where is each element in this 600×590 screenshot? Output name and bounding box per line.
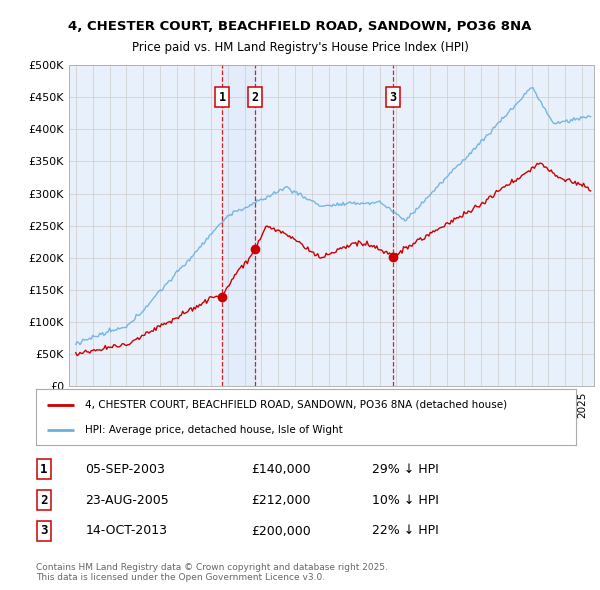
- Text: Contains HM Land Registry data © Crown copyright and database right 2025.
This d: Contains HM Land Registry data © Crown c…: [36, 563, 388, 582]
- Text: 22% ↓ HPI: 22% ↓ HPI: [372, 525, 439, 537]
- Text: Price paid vs. HM Land Registry's House Price Index (HPI): Price paid vs. HM Land Registry's House …: [131, 41, 469, 54]
- Text: £212,000: £212,000: [251, 493, 310, 507]
- Text: 10% ↓ HPI: 10% ↓ HPI: [372, 493, 439, 507]
- Text: 23-AUG-2005: 23-AUG-2005: [85, 493, 169, 507]
- Text: 14-OCT-2013: 14-OCT-2013: [85, 525, 167, 537]
- Text: 4, CHESTER COURT, BEACHFIELD ROAD, SANDOWN, PO36 8NA (detached house): 4, CHESTER COURT, BEACHFIELD ROAD, SANDO…: [85, 399, 507, 409]
- Text: £140,000: £140,000: [251, 463, 310, 476]
- Text: 2: 2: [252, 90, 259, 104]
- Text: 2: 2: [40, 493, 47, 507]
- Text: HPI: Average price, detached house, Isle of Wight: HPI: Average price, detached house, Isle…: [85, 425, 343, 435]
- Text: 1: 1: [219, 90, 226, 104]
- Text: 05-SEP-2003: 05-SEP-2003: [85, 463, 165, 476]
- Text: 3: 3: [40, 525, 47, 537]
- Text: £200,000: £200,000: [251, 525, 311, 537]
- Text: 29% ↓ HPI: 29% ↓ HPI: [372, 463, 439, 476]
- Text: 4, CHESTER COURT, BEACHFIELD ROAD, SANDOWN, PO36 8NA: 4, CHESTER COURT, BEACHFIELD ROAD, SANDO…: [68, 20, 532, 33]
- Text: 3: 3: [389, 90, 397, 104]
- Bar: [222, 65, 256, 386]
- Text: 1: 1: [40, 463, 47, 476]
